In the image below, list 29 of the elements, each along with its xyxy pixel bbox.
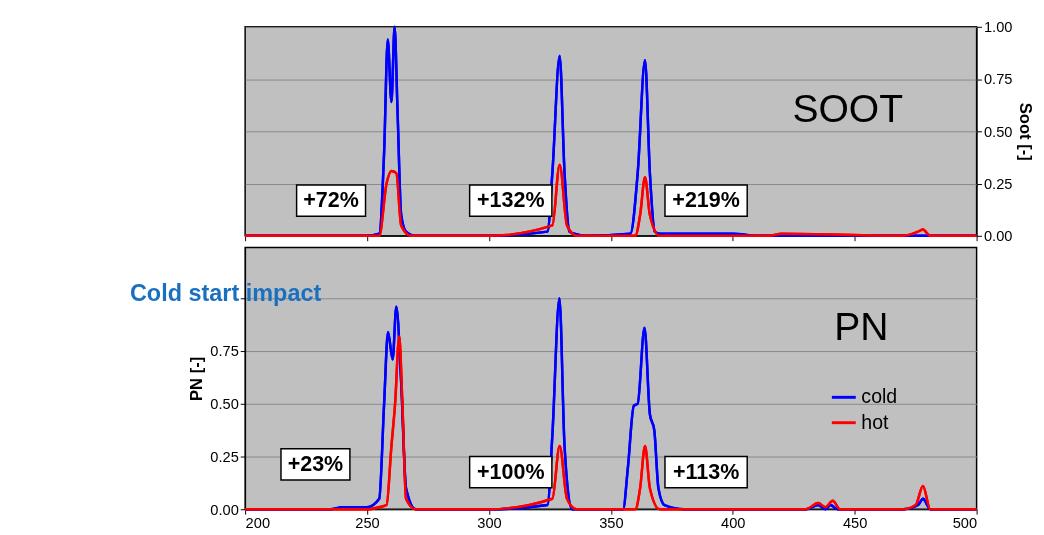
y-tick-label: 0.75 (983, 71, 1013, 88)
annotation: +113% (672, 460, 740, 484)
y-tick-label: 0.75 (210, 343, 239, 360)
y-axis-title: PN [-] (187, 356, 207, 402)
y-tick-label: 0.00 (983, 228, 1013, 245)
legend-label: cold (861, 385, 898, 408)
x-tick-label: 300 (477, 515, 502, 532)
y-tick-label: 0.00 (210, 501, 239, 518)
annotation: Cold start impact (129, 280, 322, 307)
x-tick-label: 400 (721, 515, 746, 532)
y-tick-label: 0.50 (210, 396, 239, 413)
annotation: +100% (477, 460, 545, 484)
x-tick-label: 350 (599, 515, 624, 532)
legend-label: hot (861, 410, 890, 433)
annotation: +132% (477, 188, 545, 213)
x-tick-label: 500 (952, 515, 978, 532)
x-tick-label: 200 (245, 515, 271, 532)
y-axis-title: Soot [-] (1016, 102, 1036, 161)
annotation: +219% (672, 188, 740, 213)
y-tick-label: 0.25 (210, 448, 239, 465)
annotation: PN (834, 305, 889, 349)
annotation: SOOT (792, 86, 904, 130)
x-tick-label: 250 (355, 515, 380, 532)
annotation: +72% (303, 188, 359, 213)
annotation: +23% (287, 452, 344, 477)
y-tick-label: 0.25 (983, 175, 1013, 192)
y-tick-label: 0.50 (983, 123, 1013, 140)
x-tick-label: 450 (842, 515, 868, 532)
y-tick-label: 1.00 (983, 19, 1013, 36)
